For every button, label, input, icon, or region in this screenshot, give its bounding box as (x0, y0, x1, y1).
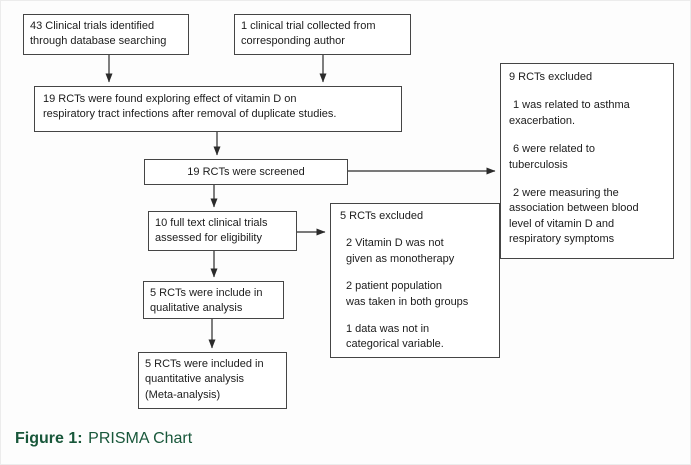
node-database-search: 43 Clinical trials identified through da… (23, 14, 189, 55)
exclusion-item: 6 were related to tuberculosis (509, 143, 595, 171)
node-screened: 19 RCTs were screened (144, 159, 348, 185)
node-excluded-screening: 9 RCTs excluded 1 was related to asthma … (500, 63, 674, 259)
node-after-deduplication: 19 RCTs were found exploring effect of v… (34, 86, 402, 132)
figure-caption-title: PRISMA Chart (88, 430, 193, 447)
exclusion-item: 2 patient population was taken in both g… (346, 280, 469, 308)
node-excluded-fulltext: 5 RCTs excluded 2 Vitamin D was not give… (330, 203, 500, 358)
node-eligibility: 10 full text clinical trials assessed fo… (148, 211, 297, 251)
figure-caption-label: Figure 1: (15, 430, 83, 447)
figure-caption: Figure 1: PRISMA Chart (15, 430, 192, 448)
exclusion-item: 1 was related to asthma exacerbation. (509, 99, 630, 127)
node-author-collected: 1 clinical trial collected from correspo… (234, 14, 411, 55)
exclusion-box-title: 5 RCTs excluded (340, 210, 424, 222)
node-quantitative-analysis: 5 RCTs were included in quantitative ana… (138, 352, 287, 409)
exclusion-item: 2 Vitamin D was not given as monotherapy (346, 237, 455, 265)
exclusion-item: 1 data was not in categorical variable. (346, 322, 444, 351)
exclusion-box-title: 9 RCTs excluded (509, 71, 593, 83)
exclusion-item: 2 were measuring the association between… (509, 186, 639, 246)
node-qualitative-analysis: 5 RCTs were include in qualitative analy… (143, 281, 284, 319)
